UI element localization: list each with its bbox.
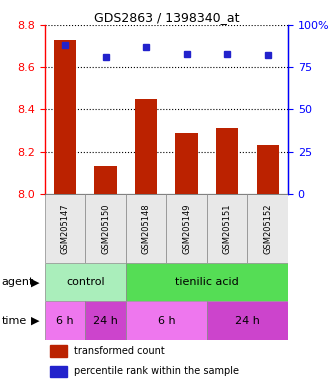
Text: transformed count: transformed count xyxy=(74,346,165,356)
Text: GSM205152: GSM205152 xyxy=(263,203,272,254)
Bar xyxy=(135,99,157,194)
Text: 6 h: 6 h xyxy=(158,316,175,326)
Text: 6 h: 6 h xyxy=(56,316,74,326)
Text: tienilic acid: tienilic acid xyxy=(175,277,239,287)
Bar xyxy=(126,194,166,263)
Title: GDS2863 / 1398340_at: GDS2863 / 1398340_at xyxy=(94,11,239,24)
Bar xyxy=(175,133,198,194)
Text: GSM205150: GSM205150 xyxy=(101,203,110,254)
Bar xyxy=(216,129,238,194)
Text: GSM205147: GSM205147 xyxy=(61,203,70,254)
Text: GSM205149: GSM205149 xyxy=(182,203,191,254)
Text: 24 h: 24 h xyxy=(93,316,118,326)
Bar xyxy=(257,146,279,194)
Bar xyxy=(85,194,126,263)
Text: ▶: ▶ xyxy=(31,316,40,326)
Text: agent: agent xyxy=(2,277,34,287)
Text: control: control xyxy=(66,277,105,287)
Bar xyxy=(126,301,207,340)
Bar xyxy=(45,194,85,263)
Text: ▶: ▶ xyxy=(31,277,40,287)
Text: GSM205151: GSM205151 xyxy=(223,203,232,254)
Bar xyxy=(94,166,117,194)
Bar xyxy=(207,301,288,340)
Bar xyxy=(45,263,126,301)
Text: 24 h: 24 h xyxy=(235,316,260,326)
Bar xyxy=(54,40,76,194)
Bar xyxy=(50,346,67,357)
Text: time: time xyxy=(2,316,27,326)
Bar xyxy=(247,194,288,263)
Bar xyxy=(85,301,126,340)
Text: percentile rank within the sample: percentile rank within the sample xyxy=(74,366,239,376)
Bar xyxy=(126,263,288,301)
Text: GSM205148: GSM205148 xyxy=(142,203,151,254)
Bar xyxy=(45,301,85,340)
Bar xyxy=(166,194,207,263)
Bar xyxy=(50,366,67,377)
Bar xyxy=(207,194,247,263)
